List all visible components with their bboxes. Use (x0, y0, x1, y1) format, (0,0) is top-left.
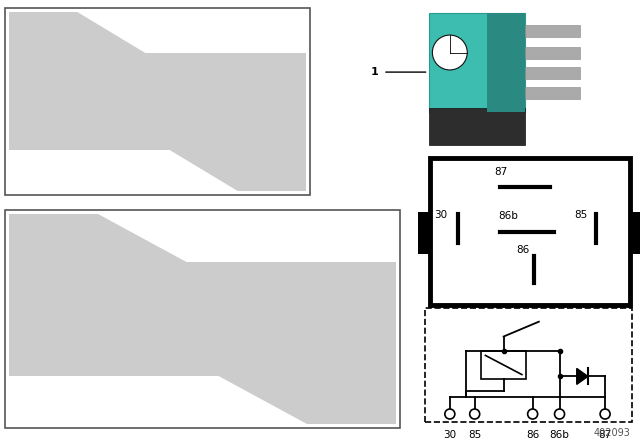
Text: 86: 86 (526, 430, 540, 440)
Bar (429, 13, 525, 112)
Bar (486, 13, 525, 112)
Circle shape (600, 409, 610, 419)
Circle shape (433, 35, 467, 70)
Text: 86b: 86b (550, 430, 570, 440)
Bar (525, 47, 580, 59)
Circle shape (470, 409, 480, 419)
Text: 30: 30 (434, 210, 447, 220)
Polygon shape (9, 0, 306, 232)
Bar (5, 8, 310, 195)
Text: 86: 86 (516, 245, 529, 255)
Polygon shape (9, 262, 396, 376)
Bar (425, 308, 632, 422)
Polygon shape (577, 368, 588, 384)
Text: 85: 85 (468, 430, 481, 440)
Text: 30: 30 (444, 430, 456, 440)
Polygon shape (9, 53, 306, 150)
Text: 86b: 86b (498, 211, 518, 221)
Polygon shape (9, 166, 396, 448)
Bar (629, 212, 640, 254)
Bar (525, 67, 580, 79)
Text: 402093: 402093 (593, 428, 630, 438)
Bar (430, 158, 630, 305)
Bar (429, 108, 525, 145)
Bar (525, 87, 580, 99)
Circle shape (554, 409, 564, 419)
Text: 85: 85 (574, 210, 588, 220)
Circle shape (445, 409, 455, 419)
Text: 1: 1 (371, 67, 379, 77)
Text: 87: 87 (598, 430, 612, 440)
Text: 87: 87 (494, 167, 508, 177)
Bar (525, 25, 580, 37)
Bar (418, 212, 431, 254)
Bar (5, 210, 400, 428)
Bar (481, 351, 527, 379)
Circle shape (527, 409, 538, 419)
